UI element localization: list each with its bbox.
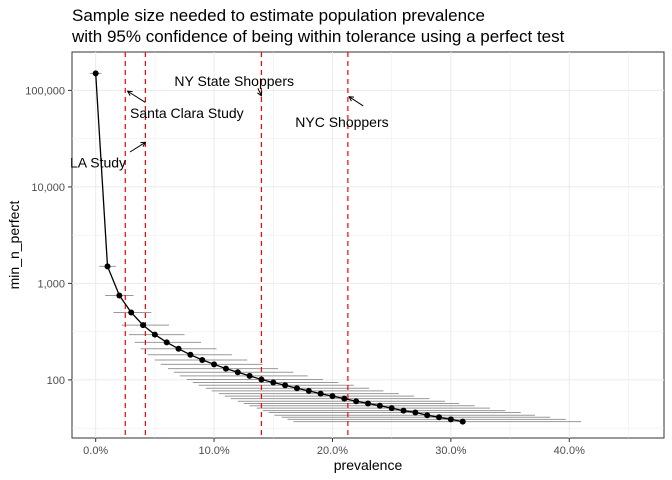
gridlines [72, 52, 664, 438]
reference-lines [124, 52, 349, 438]
y-tick-label: 100,000 [25, 85, 65, 97]
annotation-arrowhead [140, 141, 147, 147]
y-tick-label: 1,000 [37, 278, 65, 290]
data-point [128, 309, 135, 316]
chart-title-line-2: with 95% confidence of being within tole… [71, 27, 565, 46]
data-point [400, 407, 407, 414]
data-point [305, 387, 312, 394]
data-point [258, 376, 265, 383]
annotation-arrowhead [348, 96, 355, 102]
data-point [282, 382, 289, 389]
annotation-arrow [127, 90, 146, 103]
data-point [436, 414, 443, 421]
data-point [412, 409, 419, 416]
x-tick-label: 30.0% [435, 445, 466, 457]
data-point [317, 390, 324, 397]
annotation-arrow [129, 141, 146, 153]
data-point [187, 351, 194, 358]
data-point [341, 395, 348, 402]
y-axis-label: min_n_perfect [6, 201, 22, 290]
data-point [447, 416, 454, 423]
data-point [92, 70, 99, 77]
data-point [353, 398, 360, 405]
annotation-arrowhead [126, 90, 133, 96]
annotation-arrow [348, 96, 364, 107]
data-point [116, 292, 123, 299]
data-point [234, 369, 241, 376]
annotations: NY State Shoppers Santa Clara Study NYC Sh… [70, 73, 389, 170]
x-tick-label: 0.0% [83, 445, 108, 457]
y-tick-label: 100 [47, 375, 65, 387]
data-point [163, 339, 170, 346]
data-point [388, 405, 395, 412]
annotation-label: Santa Clara Study [130, 105, 244, 121]
data-point [270, 379, 277, 386]
chart-title-line-1: Sample size needed to estimate populatio… [72, 6, 485, 25]
annotation-label: NY State Shoppers [174, 73, 294, 89]
annotation-arrowhead [257, 90, 263, 97]
data-point [365, 400, 371, 407]
annotation-label: LA Study [70, 154, 126, 170]
data-point [199, 356, 206, 363]
data-point [376, 402, 383, 409]
axis-ticks: 0.0% 10.0% 20.0% 30.0% 40.0% 100 1,000 10,000 10… [25, 85, 585, 457]
x-tick-label: 20.0% [317, 445, 348, 457]
x-tick-label: 10.0% [198, 445, 229, 457]
data-point [246, 372, 253, 379]
data-point [424, 412, 431, 419]
data-point [175, 345, 182, 352]
data-point [329, 393, 336, 400]
data-point [151, 331, 158, 338]
y-tick-label: 10,000 [31, 182, 65, 194]
data-point [104, 263, 111, 270]
x-axis-label: prevalence [334, 457, 403, 473]
data-point [140, 322, 147, 329]
data-point [459, 418, 466, 425]
data-point [222, 365, 229, 372]
plot-panel [71, 51, 665, 439]
annotation-label: NYC Shoppers [295, 114, 388, 130]
data-point [211, 361, 218, 368]
x-tick-label: 40.0% [554, 445, 585, 457]
data-point [293, 385, 300, 392]
annotation-arrow [257, 88, 262, 96]
data-points [92, 70, 466, 425]
